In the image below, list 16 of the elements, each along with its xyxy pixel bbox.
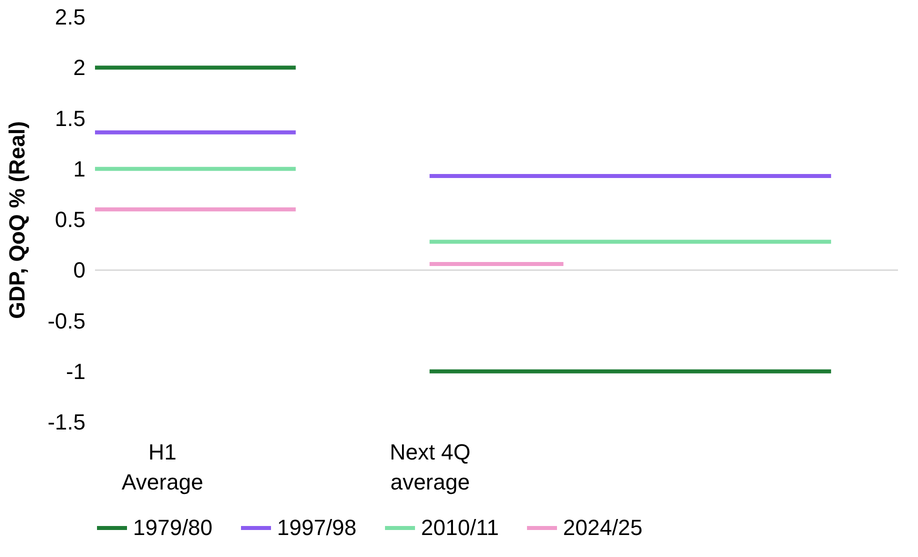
y-tick-label: 0	[73, 258, 86, 283]
y-tick-label: 0.5	[54, 207, 86, 232]
x-tick-label: Next 4Q average	[390, 440, 470, 494]
y-tick-label: 1	[73, 156, 86, 182]
y-tick-label: 1.5	[54, 106, 86, 131]
y-tick-label: 2.5	[54, 4, 86, 30]
y-tick-label: -1.5	[48, 410, 86, 434]
y-tick-label: -0.5	[48, 308, 86, 334]
legend-label: 1997/98	[277, 515, 357, 540]
y-axis-title: GDP, QoQ % (Real)	[4, 121, 30, 319]
y-tick-label: 2	[73, 55, 86, 80]
legend-label: 1979/80	[133, 515, 213, 540]
y-tick-label: -1	[66, 358, 86, 384]
legend-label: 2024/25	[563, 515, 643, 540]
x-tick-label: H1 Average	[122, 440, 204, 494]
legend-label: 2010/11	[421, 515, 499, 540]
